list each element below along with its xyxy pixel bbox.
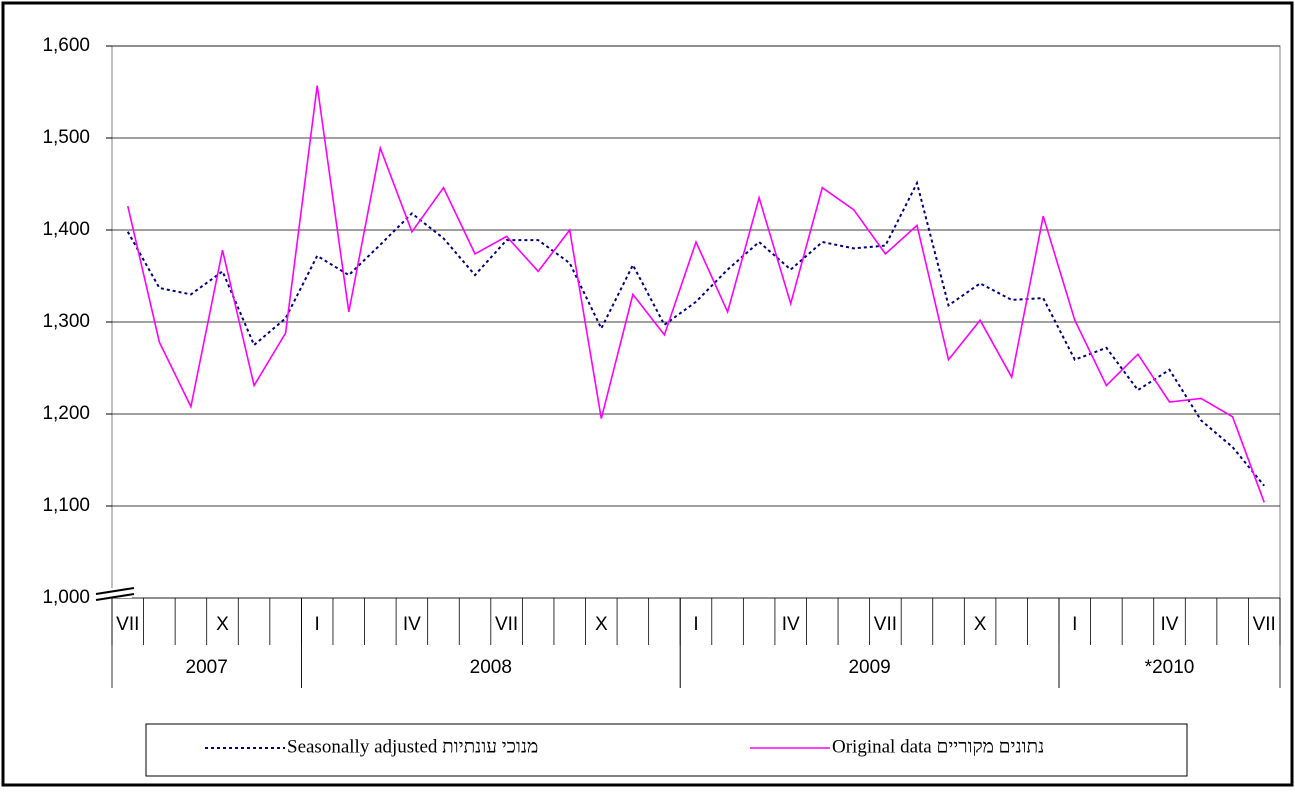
x-tick-label: X [974,614,987,635]
x-tick-label: IV [782,614,800,635]
x-tick-label: IV [1161,614,1179,635]
x-tick-label: X [595,614,608,635]
x-tick-label: VII [874,614,897,635]
y-tick-label: 1,500 [42,127,90,148]
y-tick-label: 1,300 [42,311,90,332]
group-label: *2010 [1145,657,1195,678]
x-tick-label: VII [495,614,518,635]
x-tick-label: VII [1253,614,1276,635]
axis-break [95,587,135,601]
y-tick-label: 1,400 [42,219,90,240]
x-tick-label: X [216,614,229,635]
x-tick-label: I [315,614,320,635]
y-tick-label: 1,000 [42,587,90,608]
series-line [127,85,1265,503]
y-tick-label: 1,100 [42,495,90,516]
y-tick-label: 1,600 [42,35,90,56]
group-label: 2009 [848,657,890,678]
axis-break-gap [98,588,132,598]
legend-label: Original data נתונים מקוריים [832,736,1044,757]
x-tick-label: VII [116,614,139,635]
axis-break-line [95,593,135,601]
series-line [126,180,1265,487]
legend [145,723,1188,777]
x-tick-label: I [693,614,698,635]
plot: 1,000 1,100 1,200 1,300 1,400 1,500 1,600 VII X I… [42,35,1281,688]
x-tick-label: IV [403,614,421,635]
group-label: 2008 [470,657,512,678]
axis-break-line [95,587,135,595]
legend-label: Seasonally adjusted מנוכי עונתיות [287,736,538,757]
group-label: 2007 [186,657,228,678]
y-tick-label: 1,200 [42,403,90,424]
x-tick-label: I [1072,614,1077,635]
legend-items: Seasonally adjusted מנוכי עונתיות Origina… [205,736,1044,757]
